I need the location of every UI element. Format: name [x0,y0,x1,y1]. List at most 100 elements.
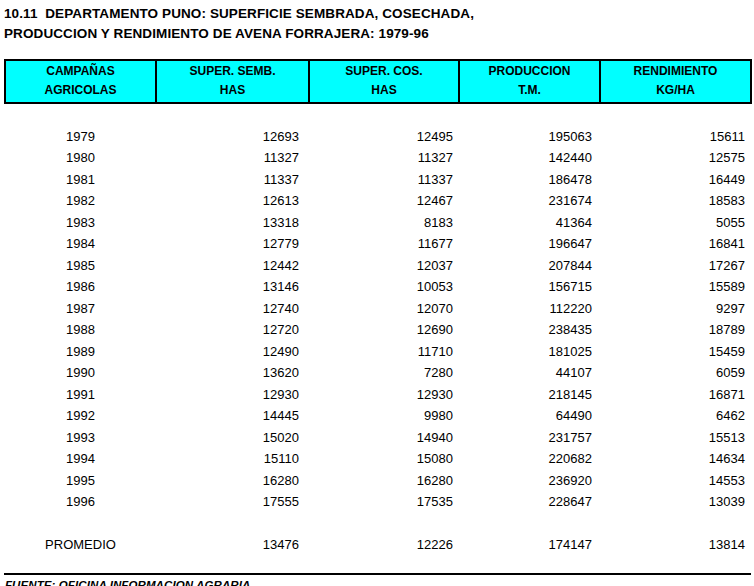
cell-produccion: 231757 [459,427,600,449]
cell-rendimiento: 17267 [600,255,751,277]
cell-campana: 1987 [5,298,156,320]
cell-produccion: 238435 [459,319,600,341]
cell-rendimiento: 6462 [600,405,751,427]
cell-rendimiento: 15589 [600,276,751,298]
cell-produccion: 228647 [459,491,600,513]
spacer-cell [5,103,751,126]
col-header-line: T.M. [462,81,597,100]
col-header-line: CAMPAÑAS [8,62,153,81]
cell-rendimiento: 15459 [600,341,751,363]
cell-super-semb: 13318 [156,212,309,234]
col-header-line: AGRICOLAS [8,81,153,100]
table-row: 1981113371133718647816449 [5,169,751,191]
cell-rendimiento: 16449 [600,169,751,191]
table-row: 1992144459980644906462 [5,405,751,427]
cell-super-semb: 14445 [156,405,309,427]
cell-produccion: 181025 [459,341,600,363]
cell-campana: 1993 [5,427,156,449]
cell-produccion: 196647 [459,233,600,255]
table-row: 1996175551753522864713039 [5,491,751,513]
cell-produccion: 220682 [459,448,600,470]
cell-rendimiento: 6059 [600,362,751,384]
cell-produccion: 236920 [459,470,600,492]
table-row: 1980113271132714244012575 [5,147,751,169]
cell-super-cos: 11327 [309,147,459,169]
cell-super-cos: 12467 [309,190,459,212]
cell-super-cos: 12495 [309,126,459,148]
cell-super-cos: 8183 [309,212,459,234]
cell-rendimiento: 14634 [600,448,751,470]
cell-campana: 1992 [5,405,156,427]
table-row: 1983133188183413645055 [5,212,751,234]
cell-super-cos: 9980 [309,405,459,427]
cell-campana: 1980 [5,147,156,169]
cell-campana: 1996 [5,491,156,513]
cell-super-cos: 14940 [309,427,459,449]
cell-produccion: 174147 [459,534,600,556]
cell-super-cos: 12930 [309,384,459,406]
col-header-produccion: PRODUCCION T.M. [459,60,600,103]
cell-super-cos: 16280 [309,470,459,492]
col-header-super-semb: SUPER. SEMB. HAS [156,60,309,103]
table-row: 1979126931249519506315611 [5,126,751,148]
cell-campana: 1981 [5,169,156,191]
cell-super-semb: 13476 [156,534,309,556]
table-row: 1991129301293021814516871 [5,384,751,406]
table-title-line-2: PRODUCCION Y RENDIMIENTO DE AVENA FORRAJ… [4,24,751,44]
cell-super-cos: 17535 [309,491,459,513]
cell-campana: 1994 [5,448,156,470]
table-row: 1985124421203720784417267 [5,255,751,277]
table-row: 1990136207280441076059 [5,362,751,384]
cell-super-semb: 16280 [156,470,309,492]
cell-super-semb: 17555 [156,491,309,513]
table-row: 198712740120701122209297 [5,298,751,320]
cell-super-cos: 15080 [309,448,459,470]
col-header-line: PRODUCCION [462,62,597,81]
cell-super-cos: 11710 [309,341,459,363]
cell-super-cos: 12690 [309,319,459,341]
table-row: 1993150201494023175715513 [5,427,751,449]
cell-produccion: 186478 [459,169,600,191]
cell-super-semb: 12930 [156,384,309,406]
cell-campana: 1988 [5,319,156,341]
cell-super-semb: 11327 [156,147,309,169]
cell-super-semb: 12720 [156,319,309,341]
footer-divider [4,573,751,575]
spacer-cell [5,513,751,535]
avena-forrajera-table: CAMPAÑAS AGRICOLAS SUPER. SEMB. HAS SUPE… [4,59,752,556]
table-body: 1979126931249519506315611198011327113271… [5,103,751,556]
cell-campana: 1991 [5,384,156,406]
col-header-campanas: CAMPAÑAS AGRICOLAS [5,60,156,103]
cell-super-cos: 12070 [309,298,459,320]
cell-super-semb: 12693 [156,126,309,148]
col-header-line: KG/HA [603,81,748,100]
cell-rendimiento: 15611 [600,126,751,148]
cell-rendimiento: 12575 [600,147,751,169]
cell-campana: 1982 [5,190,156,212]
cell-produccion: 112220 [459,298,600,320]
cell-super-semb: 12442 [156,255,309,277]
table-row: 1982126131246723167418583 [5,190,751,212]
table-header: CAMPAÑAS AGRICOLAS SUPER. SEMB. HAS SUPE… [5,60,751,103]
cell-produccion: 44107 [459,362,600,384]
cell-super-cos: 12226 [309,534,459,556]
cell-super-cos: 12037 [309,255,459,277]
cell-super-semb: 12779 [156,233,309,255]
table-row: 1995162801628023692014553 [5,470,751,492]
cell-rendimiento: 16841 [600,233,751,255]
cell-rendimiento: 18789 [600,319,751,341]
spacer-row [5,103,751,126]
table-row: 1984127791167719664716841 [5,233,751,255]
cell-super-cos: 7280 [309,362,459,384]
cell-campana: 1986 [5,276,156,298]
table-row: 1989124901171018102515459 [5,341,751,363]
cell-rendimiento: 15513 [600,427,751,449]
cell-rendimiento: 14553 [600,470,751,492]
cell-rendimiento: 13814 [600,534,751,556]
cell-super-semb: 12613 [156,190,309,212]
source-note: FUENTE: OFICINA INFORMACION AGRARIA. [4,578,751,586]
cell-super-semb: 13146 [156,276,309,298]
cell-campana: 1995 [5,470,156,492]
col-header-super-cos: SUPER. COS. HAS [309,60,459,103]
cell-campana: 1979 [5,126,156,148]
